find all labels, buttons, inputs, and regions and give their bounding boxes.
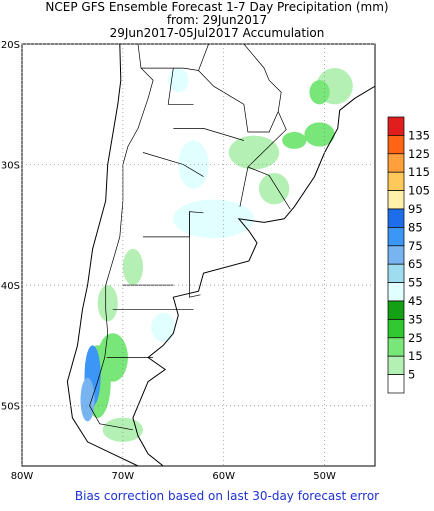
border	[247, 166, 291, 210]
colorbar-box	[387, 337, 405, 357]
map-title: NCEP GFS Ensemble Forecast 1-7 Day Preci…	[45, 0, 388, 14]
colorbar-label: 55	[408, 276, 423, 290]
colorbar-label: 25	[408, 331, 423, 345]
precip-area	[304, 122, 335, 147]
colorbar-label: 65	[408, 257, 423, 271]
colorbar-box	[387, 171, 405, 191]
colorbar-box	[387, 153, 405, 173]
lon-tick-label: 60W	[212, 471, 235, 482]
border	[189, 211, 201, 298]
border	[141, 44, 244, 71]
colorbar-box	[387, 245, 405, 265]
lat-tick-label: 40S	[1, 281, 20, 292]
colorbar-label: 105	[408, 184, 430, 198]
lon-tick-label: 80W	[11, 471, 34, 482]
lat-tick-label: 30S	[1, 161, 20, 172]
border	[173, 128, 245, 141]
colorbar-label: 35	[408, 312, 423, 326]
map-area	[66, 44, 375, 466]
map-footer: Bias correction based on last 30-day for…	[75, 489, 379, 503]
colorbar-box	[387, 300, 405, 320]
precip-area	[102, 417, 144, 442]
colorbar-label: 5	[408, 368, 415, 382]
precip-area	[151, 312, 176, 342]
border	[247, 111, 287, 168]
precip-area	[309, 80, 330, 105]
lat-tick-label: 50S	[1, 402, 20, 413]
lon-tick-label: 50W	[313, 471, 336, 482]
colorbar-box	[387, 263, 405, 283]
border	[142, 152, 204, 177]
colorbar-label: 115	[408, 165, 430, 179]
border	[239, 166, 249, 207]
colorbar-box	[387, 355, 405, 375]
map-frame	[21, 43, 376, 467]
precip-area	[168, 68, 189, 93]
colorbar-box	[387, 208, 405, 228]
precip-area	[97, 285, 118, 322]
precip-area	[228, 135, 280, 170]
border	[143, 211, 204, 238]
colorbar-box	[387, 116, 405, 136]
precip-area	[282, 131, 307, 149]
map-period: 29Jun2017-05Jul2017 Accumulation	[110, 26, 325, 40]
precip-area	[178, 140, 209, 189]
border	[198, 44, 282, 133]
colorbar-label: 75	[408, 239, 423, 253]
precip-area	[80, 377, 95, 422]
colorbar-label: 125	[408, 147, 430, 161]
precip-area	[258, 172, 290, 205]
lon-tick-label: 70W	[112, 471, 135, 482]
colorbar-box	[387, 319, 405, 339]
colorbar-box	[387, 190, 405, 210]
precip-area	[122, 248, 144, 286]
colorbar-label: 85	[408, 220, 423, 234]
precip-area	[173, 199, 255, 239]
colorbar-label: 45	[408, 294, 423, 308]
map-subtitle: from: 29Jun2017	[167, 13, 267, 27]
colorbar-box	[387, 374, 405, 394]
border	[167, 68, 194, 105]
lat-tick-label: 20S	[1, 40, 20, 51]
colorbar-label: 135	[408, 128, 430, 142]
border	[89, 44, 154, 431]
colorbar-box	[387, 282, 405, 302]
colorbar-box	[387, 135, 405, 155]
colorbar-label: 95	[408, 202, 423, 216]
coastline	[66, 44, 375, 466]
colorbar-label: 15	[408, 349, 423, 363]
colorbar-box	[387, 227, 405, 247]
